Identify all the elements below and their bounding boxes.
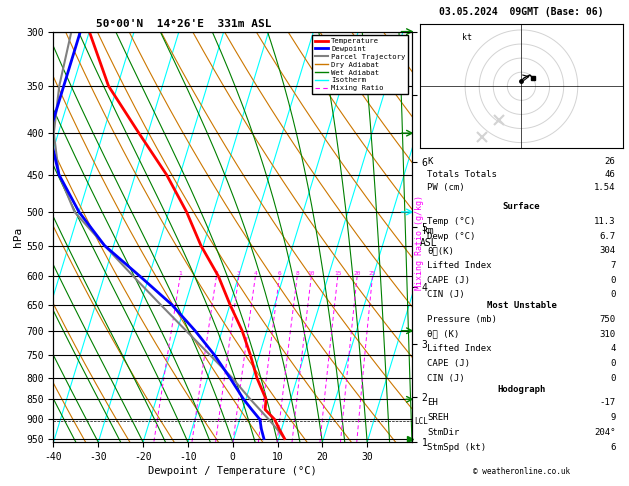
Text: 3: 3 [237,271,241,277]
Text: Surface: Surface [503,202,540,211]
Text: StmSpd (kt): StmSpd (kt) [428,443,487,452]
Text: 6: 6 [610,443,615,452]
Text: Pressure (mb): Pressure (mb) [428,315,498,324]
Text: 26: 26 [604,157,615,166]
Text: -17: -17 [599,398,615,407]
Text: 0: 0 [610,374,615,382]
Y-axis label: hPa: hPa [13,227,23,247]
Text: 304: 304 [599,246,615,255]
Text: K: K [428,157,433,166]
Text: 10: 10 [308,271,315,277]
Text: Hodograph: Hodograph [498,385,545,394]
Y-axis label: km
ASL: km ASL [420,226,438,248]
Legend: Temperature, Dewpoint, Parcel Trajectory, Dry Adiabat, Wet Adiabat, Isotherm, Mi: Temperature, Dewpoint, Parcel Trajectory… [313,35,408,94]
Text: EH: EH [428,398,438,407]
Text: Most Unstable: Most Unstable [486,301,557,310]
Text: θᴇ(K): θᴇ(K) [428,246,454,255]
Text: kt: kt [462,33,472,42]
Text: θᴇ (K): θᴇ (K) [428,330,460,339]
Text: 03.05.2024  09GMT (Base: 06): 03.05.2024 09GMT (Base: 06) [439,7,604,17]
Text: 6.7: 6.7 [599,231,615,241]
Text: 15: 15 [334,271,342,277]
X-axis label: Dewpoint / Temperature (°C): Dewpoint / Temperature (°C) [148,466,317,476]
Text: 8: 8 [296,271,299,277]
Text: 9: 9 [610,413,615,422]
Text: 46: 46 [604,170,615,179]
Text: CIN (J): CIN (J) [428,374,465,382]
Text: 0: 0 [610,291,615,299]
Text: 6: 6 [277,271,281,277]
Text: © weatheronline.co.uk: © weatheronline.co.uk [473,467,570,476]
Text: 4: 4 [610,345,615,353]
Text: Totals Totals: Totals Totals [428,170,498,179]
Text: CAPE (J): CAPE (J) [428,359,470,368]
Text: 1: 1 [178,271,182,277]
Text: Dewp (°C): Dewp (°C) [428,231,476,241]
Text: 0: 0 [610,359,615,368]
Text: CIN (J): CIN (J) [428,291,465,299]
Text: Temp (°C): Temp (°C) [428,217,476,226]
Text: 4: 4 [253,271,257,277]
Text: LCL: LCL [415,417,428,426]
Text: StmDir: StmDir [428,428,460,437]
Text: 7: 7 [610,261,615,270]
Text: Mixing Ratio (g/kg): Mixing Ratio (g/kg) [415,195,424,291]
Text: 204°: 204° [594,428,615,437]
Text: 25: 25 [369,271,376,277]
Text: SREH: SREH [428,413,449,422]
Text: 310: 310 [599,330,615,339]
Text: 2: 2 [214,271,218,277]
Text: PW (cm): PW (cm) [428,183,465,192]
Text: 0: 0 [610,276,615,285]
Text: 20: 20 [353,271,361,277]
Text: CAPE (J): CAPE (J) [428,276,470,285]
Text: 750: 750 [599,315,615,324]
Text: Lifted Index: Lifted Index [428,261,492,270]
Text: 11.3: 11.3 [594,217,615,226]
Text: 50°00'N  14°26'E  331m ASL: 50°00'N 14°26'E 331m ASL [96,19,272,30]
Text: 1.54: 1.54 [594,183,615,192]
Text: Lifted Index: Lifted Index [428,345,492,353]
